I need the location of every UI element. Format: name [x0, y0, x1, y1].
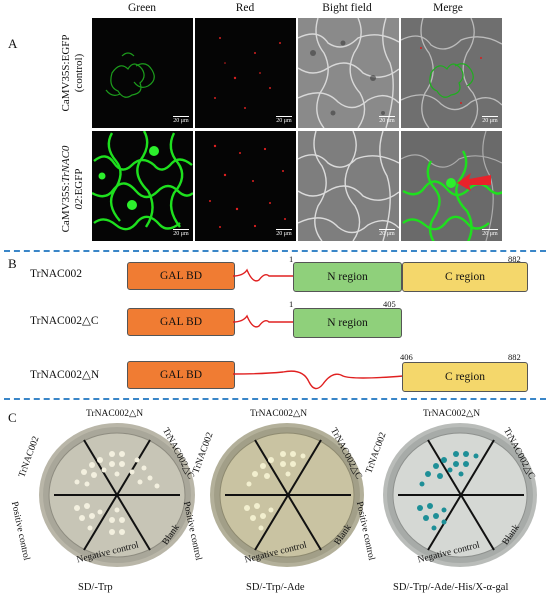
plate1-title: SD/-Trp: [78, 582, 113, 593]
start-position: 1: [289, 254, 294, 264]
plate3-label-delta-n: TrNAC002△N: [423, 409, 481, 419]
red-arrow-icon: [457, 173, 491, 191]
col-header-green: Green: [127, 2, 157, 14]
row-label-control: CaMV35S:EGFP (control): [60, 34, 85, 112]
image-red-control: 20 μm: [195, 18, 296, 128]
merge-trnac002-overlay: [401, 131, 502, 241]
construct-name-delta-c: TrNAC002△C: [30, 315, 99, 327]
plate2-label-delta-n: TrNAC002△N: [250, 409, 308, 419]
linker-line: [233, 268, 293, 282]
col-header-red: Red: [235, 2, 255, 14]
divider-ab: [4, 250, 546, 252]
brightfield-cells: [298, 131, 399, 241]
n-region-box: N region: [293, 262, 402, 292]
divider-bc: [4, 398, 546, 400]
gal-bd-box: GAL BD: [127, 262, 235, 290]
c-region-box: C region: [402, 262, 528, 292]
end-position: 882: [508, 254, 521, 264]
row-label-trnac002: CaMV35S:TrNAC0 02:EGFP: [60, 145, 85, 233]
image-brightfield-control: 20 μm: [298, 18, 399, 128]
image-merge-trnac002: 20 μm: [401, 131, 502, 241]
linker-line: [233, 314, 293, 328]
image-green-control: 20 μm: [92, 18, 193, 128]
plate-sd-trp-ade: [210, 423, 364, 567]
nucleus-marker: [127, 200, 137, 210]
panel-letter-a: A: [8, 36, 18, 51]
c-region-box: C region: [402, 362, 528, 392]
plate1-label-delta-n: TrNAC002△N: [86, 409, 144, 419]
construct-name-full: TrNAC002: [30, 268, 82, 280]
col-header-bright-field: Bight field: [322, 2, 372, 14]
end-position: 405: [383, 299, 396, 309]
plate-sd-x-gal: [383, 423, 537, 567]
image-green-trnac002: 20 μm: [92, 131, 193, 241]
gfp-trnac002-signal: [92, 131, 193, 231]
construct-name-delta-n: TrNAC002△N: [30, 369, 100, 381]
panel-letter-c: C: [8, 410, 17, 425]
gfp-control-signal: [105, 52, 155, 98]
scale-bar: 20 μm: [379, 116, 395, 124]
scale-bar: 20 μm: [276, 116, 292, 124]
scale-bar: 20 μm: [173, 116, 189, 124]
rfp-trnac002-signal: [209, 144, 286, 228]
n-region-box: N region: [293, 308, 402, 338]
rfp-control-signal: [214, 37, 281, 109]
nucleus-marker: [446, 178, 456, 188]
image-merge-control: 20 μm: [401, 18, 502, 128]
image-red-trnac002: 20 μm: [195, 131, 296, 241]
scale-bar: 20 μm: [482, 229, 498, 237]
plate1-label-positive: Positive control: [8, 500, 32, 562]
start-position: 1: [289, 299, 294, 309]
col-header-merge: Merge: [433, 2, 463, 14]
image-brightfield-trnac002: 20 μm: [298, 131, 399, 241]
plate3-title: SD/-Trp/-Ade/-His/X-α-gal: [393, 582, 509, 593]
nucleus-marker: [98, 172, 106, 180]
scale-bar: 20 μm: [276, 229, 292, 237]
nucleus-marker: [149, 146, 159, 156]
brightfield-cells: [298, 18, 399, 128]
panel-letter-b: B: [8, 256, 17, 271]
linker-line: [233, 370, 404, 390]
gal-bd-box: GAL BD: [127, 361, 235, 389]
end-position: 882: [508, 352, 521, 362]
plate-sd-trp: [39, 423, 195, 567]
scale-bar: 20 μm: [379, 229, 395, 237]
start-position: 406: [400, 352, 413, 362]
gal-bd-box: GAL BD: [127, 308, 235, 336]
merge-control-overlay: [401, 18, 502, 128]
scale-bar: 20 μm: [173, 229, 189, 237]
scale-bar: 20 μm: [482, 116, 498, 124]
plate2-title: SD/-Trp/-Ade: [246, 582, 305, 593]
